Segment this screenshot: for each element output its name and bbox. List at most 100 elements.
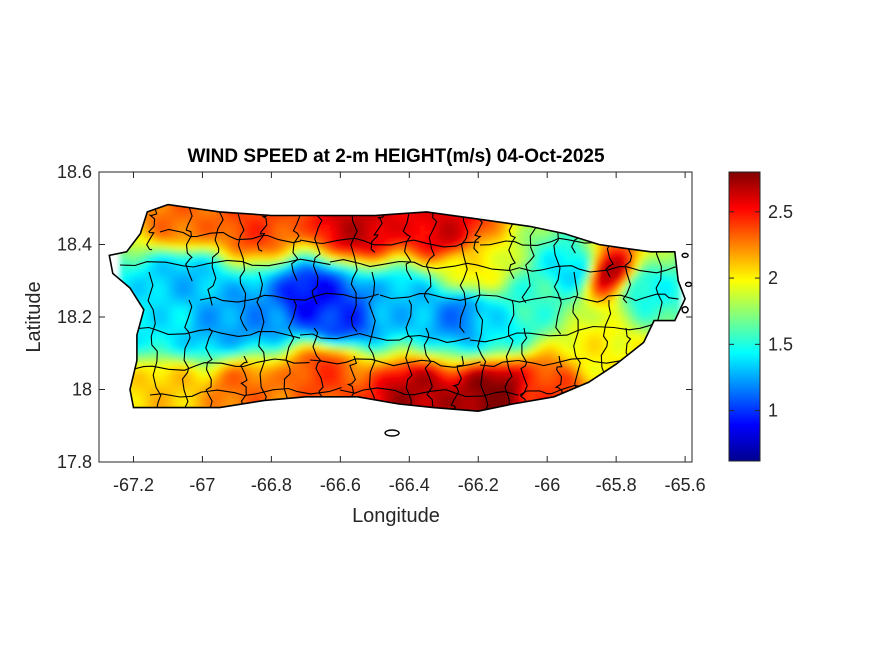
wind-speed-cell [375, 370, 381, 376]
wind-speed-cell [450, 360, 456, 366]
wind-speed-cell [325, 250, 331, 256]
wind-speed-cell [630, 330, 636, 336]
wind-speed-cell [385, 260, 391, 266]
wind-speed-cell [505, 365, 511, 371]
wind-speed-cell [125, 270, 131, 276]
wind-speed-cell [580, 290, 586, 296]
wind-speed-cell [435, 290, 441, 296]
wind-speed-cell [245, 260, 251, 266]
wind-speed-cell [510, 330, 516, 336]
wind-speed-cell [500, 310, 506, 316]
wind-speed-cell [445, 330, 451, 336]
wind-speed-cell [225, 300, 231, 306]
wind-speed-cell [550, 260, 556, 266]
wind-speed-cell [165, 385, 171, 391]
wind-speed-cell [280, 315, 286, 321]
wind-speed-cell [330, 305, 336, 311]
wind-speed-cell [475, 380, 481, 386]
wind-speed-cell [550, 250, 556, 256]
wind-speed-cell [580, 335, 586, 341]
wind-speed-cell [390, 390, 396, 396]
wind-speed-cell [610, 350, 616, 356]
wind-speed-cell [280, 385, 286, 391]
wind-speed-cell [220, 320, 226, 326]
wind-speed-cell [530, 310, 536, 316]
wind-speed-cell [370, 355, 376, 361]
wind-speed-cell [260, 340, 266, 346]
wind-speed-cell [485, 245, 491, 251]
wind-speed-cell [335, 280, 341, 286]
wind-speed-cell [480, 385, 486, 391]
wind-speed-cell [465, 235, 471, 241]
wind-speed-cell [210, 345, 216, 351]
wind-speed-cell [335, 385, 341, 391]
wind-speed-cell [245, 290, 251, 296]
wind-speed-cell [390, 395, 396, 401]
wind-speed-cell [285, 380, 291, 386]
wind-speed-cell [610, 305, 616, 311]
wind-speed-cell [345, 335, 351, 341]
wind-speed-cell [215, 210, 221, 216]
wind-speed-cell [340, 260, 346, 266]
wind-speed-cell [260, 345, 266, 351]
wind-speed-cell [455, 230, 461, 236]
wind-speed-cell [325, 335, 331, 341]
wind-speed-cell [270, 255, 276, 261]
wind-speed-cell [310, 285, 316, 291]
wind-speed-cell [275, 220, 281, 226]
wind-speed-cell [285, 390, 291, 396]
wind-speed-cell [350, 335, 356, 341]
wind-speed-cell [605, 300, 611, 306]
wind-speed-cell [480, 330, 486, 336]
wind-speed-cell [400, 285, 406, 291]
wind-speed-cell [230, 355, 236, 361]
wind-speed-cell [460, 335, 466, 341]
wind-speed-cell [235, 345, 241, 351]
wind-speed-cell [510, 335, 516, 341]
wind-speed-cell [390, 230, 396, 236]
wind-speed-cell [470, 275, 476, 281]
wind-speed-cell [485, 240, 491, 246]
wind-speed-cell [370, 250, 376, 256]
wind-speed-cell [500, 255, 506, 261]
wind-speed-cell [340, 295, 346, 301]
wind-speed-cell [175, 285, 181, 291]
wind-speed-cell [565, 330, 571, 336]
wind-speed-cell [375, 325, 381, 331]
wind-speed-cell [295, 215, 301, 221]
wind-speed-cell [430, 225, 436, 231]
wind-speed-cell [610, 265, 616, 271]
wind-speed-cell [575, 335, 581, 341]
wind-speed-cell [395, 230, 401, 236]
wind-speed-cell [340, 275, 346, 281]
wind-speed-cell [205, 240, 211, 246]
wind-speed-cell [360, 370, 366, 376]
wind-speed-cell [170, 265, 176, 271]
wind-speed-cell [365, 255, 371, 261]
wind-speed-cell [270, 370, 276, 376]
wind-speed-cell [275, 235, 281, 241]
wind-speed-cell [565, 325, 571, 331]
wind-speed-cell [345, 310, 351, 316]
wind-speed-cell [245, 230, 251, 236]
wind-speed-cell [155, 265, 161, 271]
wind-speed-cell [645, 295, 651, 301]
wind-speed-cell [420, 355, 426, 361]
wind-speed-cell [510, 240, 516, 246]
wind-speed-cell [420, 360, 426, 366]
wind-speed-cell [200, 255, 206, 261]
wind-speed-cell [325, 215, 331, 221]
wind-speed-cell [470, 385, 476, 391]
wind-speed-cell [220, 310, 226, 316]
wind-speed-cell [235, 305, 241, 311]
wind-speed-cell [265, 390, 271, 396]
wind-speed-cell [565, 250, 571, 256]
wind-speed-cell [280, 215, 286, 221]
wind-speed-cell [215, 275, 221, 281]
wind-speed-cell [390, 385, 396, 391]
wind-speed-cell [430, 350, 436, 356]
wind-speed-cell [585, 370, 591, 376]
wind-speed-cell [530, 315, 536, 321]
wind-speed-cell [240, 385, 246, 391]
wind-speed-cell [170, 320, 176, 326]
